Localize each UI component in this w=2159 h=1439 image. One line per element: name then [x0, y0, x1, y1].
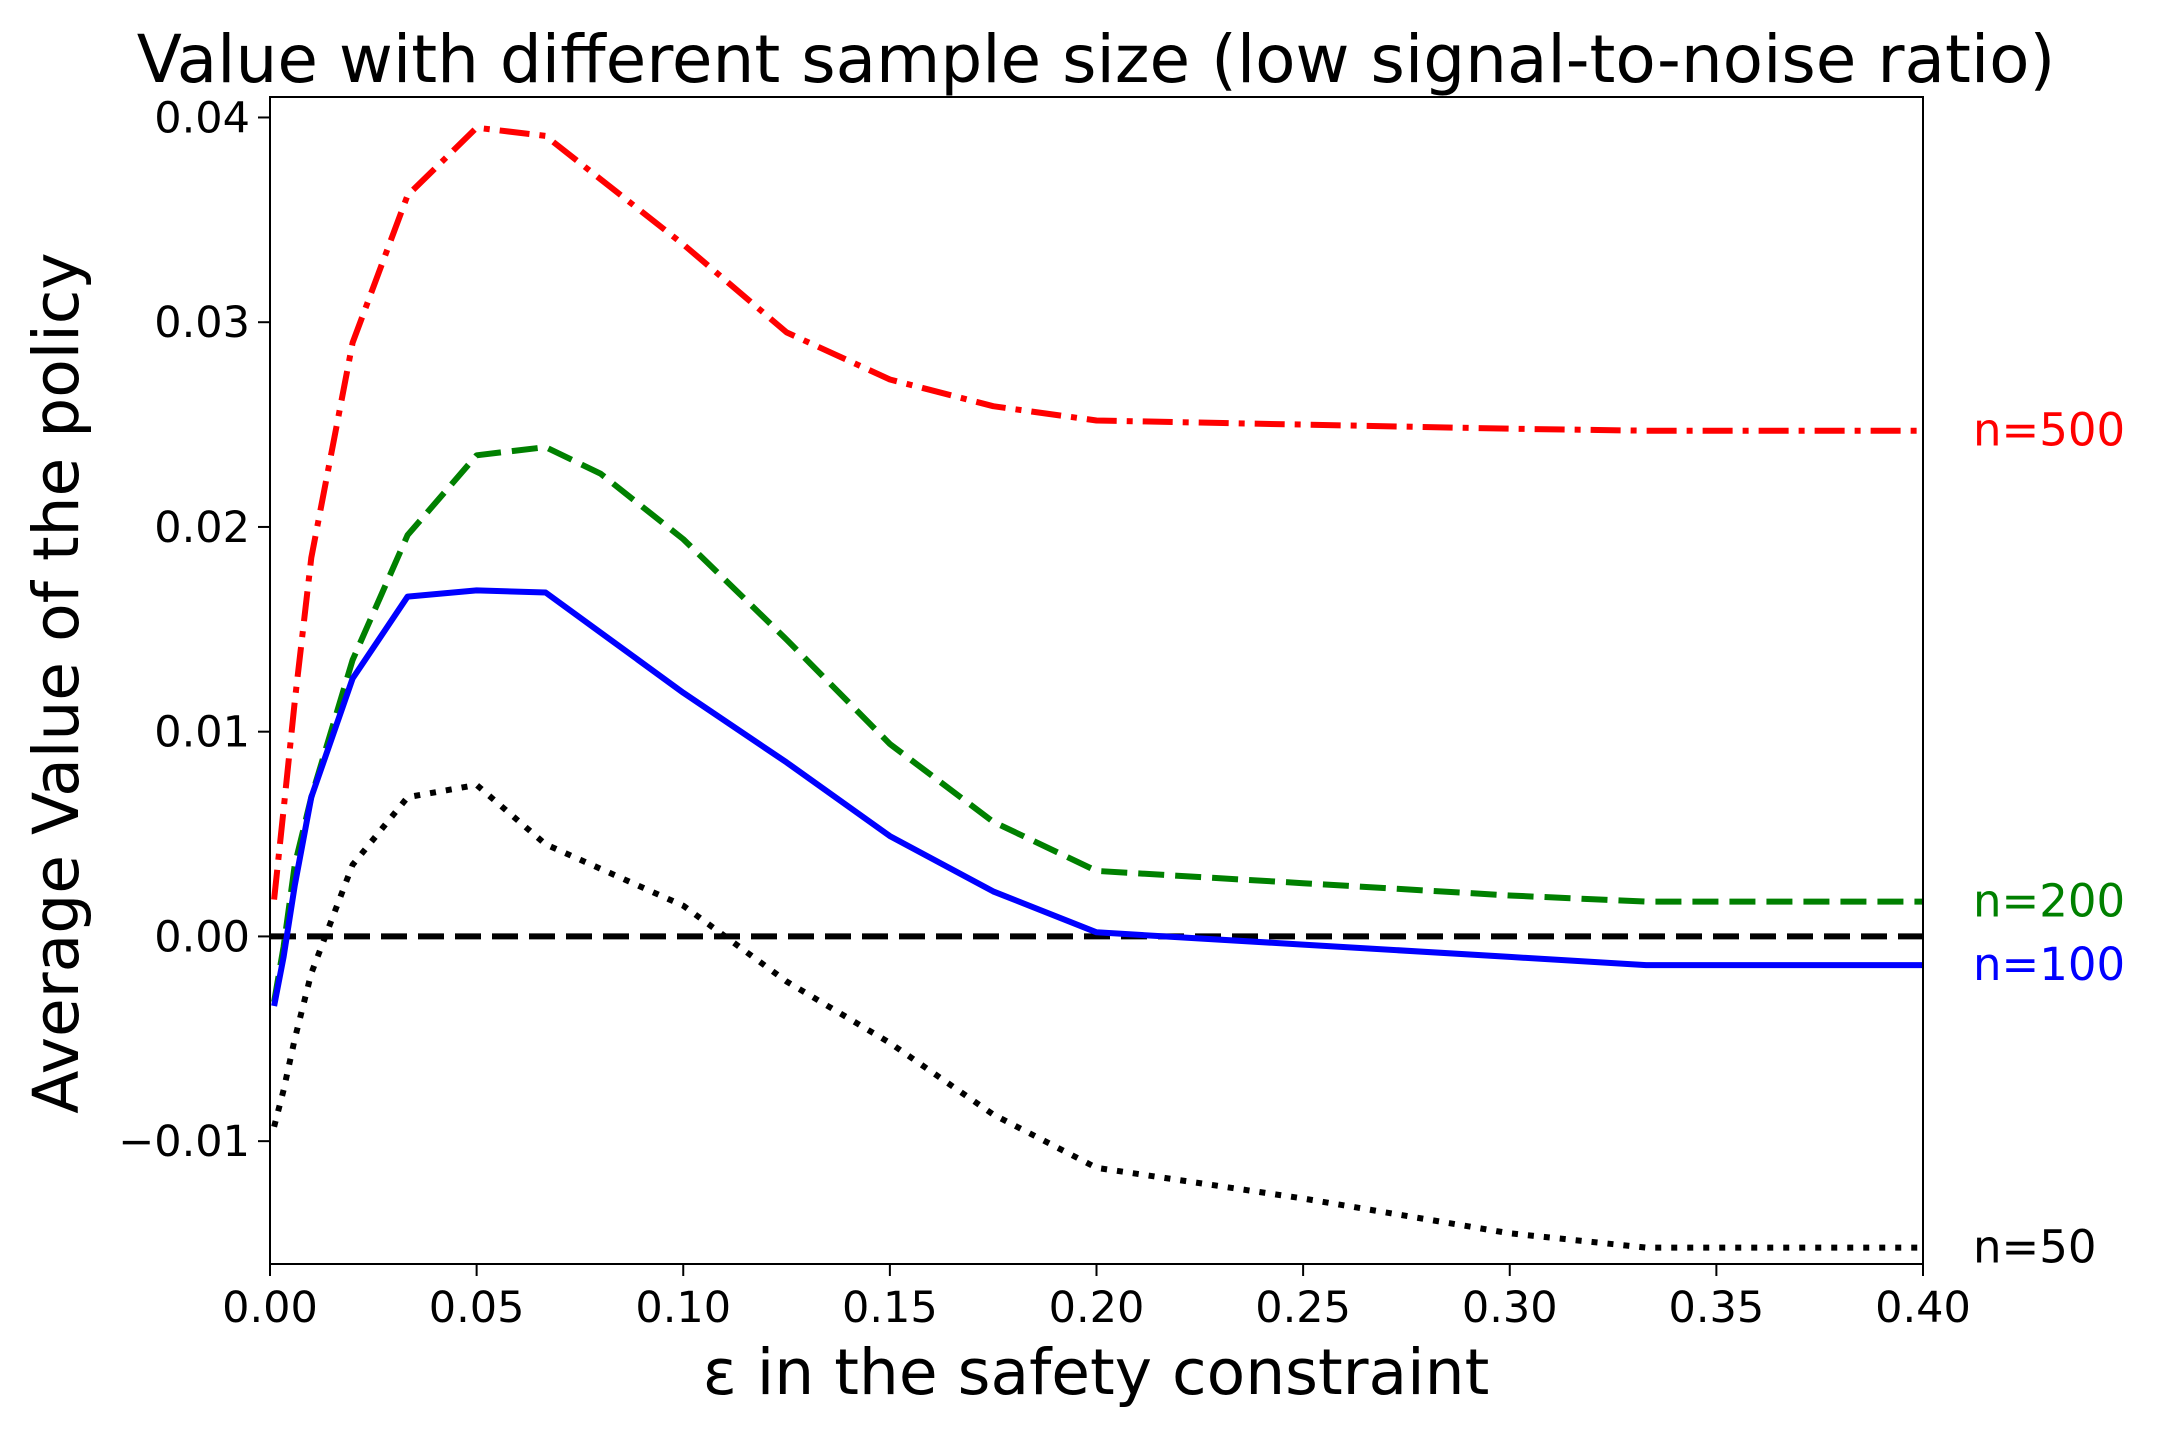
series-line-n50 [271, 781, 1923, 1251]
y-tick-label: 0.00 [154, 912, 250, 962]
x-tick-label: 0.15 [842, 1283, 938, 1333]
series-label-n500: n=500 [1973, 404, 2125, 457]
y-tick-label: 0.01 [154, 708, 250, 758]
x-tick-label: 0.25 [1255, 1283, 1351, 1333]
series-label-n50: n=50 [1973, 1221, 2097, 1274]
x-tick-label: 0.40 [1875, 1283, 1971, 1333]
x-axis-label: ε in the safety constraint [703, 1336, 1490, 1409]
chart-title: Value with different sample size (low si… [137, 21, 2056, 98]
x-tick-label: 0.20 [1049, 1283, 1145, 1333]
plot-area: n=500 n=200 n=100 n=50 0.00 0.05 0.10 0.15 0.20 0… [118, 93, 2125, 1333]
x-tick-label: 0.05 [429, 1283, 525, 1333]
y-tick-label: 0.02 [154, 503, 250, 553]
series-line-n500 [271, 124, 1923, 900]
series-label-n100: n=100 [1973, 938, 2125, 991]
y-axis-label: Average Value of the policy [20, 252, 93, 1113]
x-tick-label: 0.00 [222, 1283, 318, 1333]
series-label-n200: n=200 [1973, 875, 2125, 928]
x-tick-label: 0.35 [1669, 1283, 1765, 1333]
x-tick-label: 0.30 [1462, 1283, 1558, 1333]
y-tick-label: 0.03 [154, 298, 250, 348]
x-tick-label: 0.10 [635, 1283, 731, 1333]
series-line-n100 [271, 587, 1923, 1007]
y-tick-label: −0.01 [118, 1117, 250, 1167]
y-tick-label: 0.04 [154, 93, 250, 143]
